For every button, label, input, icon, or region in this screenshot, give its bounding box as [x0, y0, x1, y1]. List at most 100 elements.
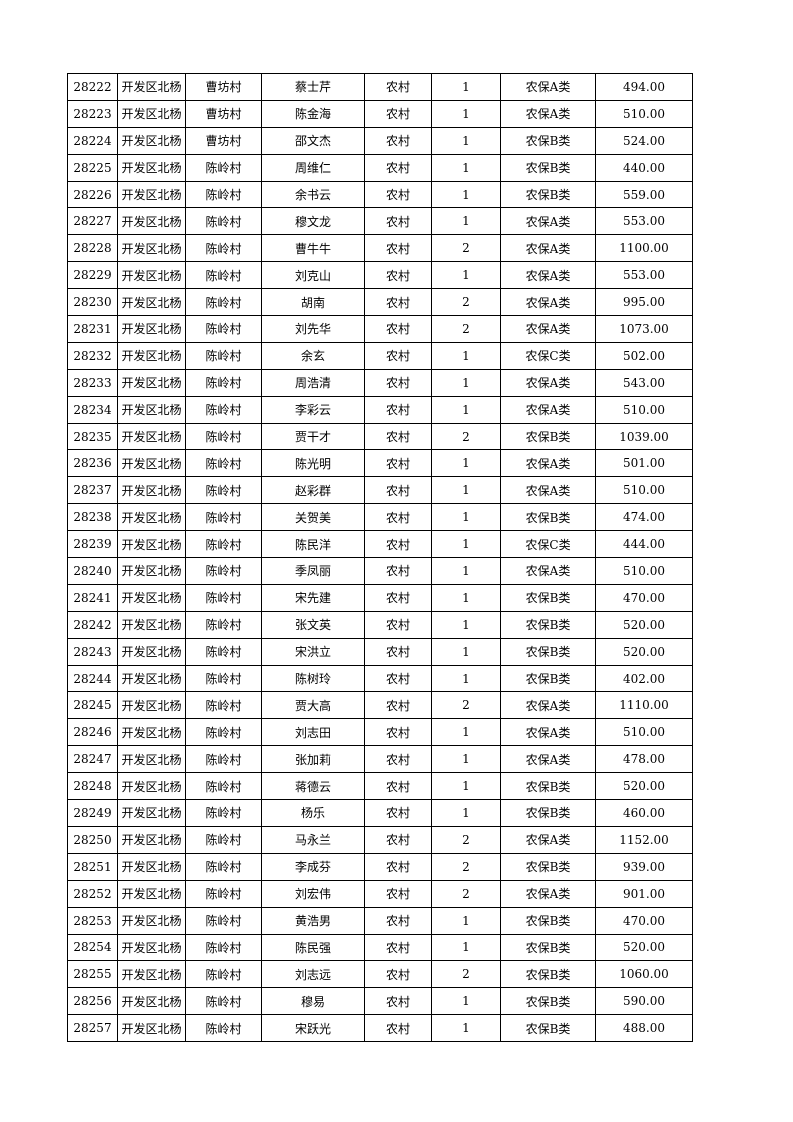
- district: 开发区北杨: [117, 933, 186, 962]
- amount: 444.00: [595, 530, 693, 559]
- count: 1: [431, 772, 501, 801]
- category: 农保A类: [500, 73, 596, 101]
- village: 陈岭村: [185, 180, 262, 209]
- area-type: 农村: [364, 745, 432, 774]
- district: 开发区北杨: [117, 583, 186, 612]
- area-type: 农村: [364, 987, 432, 1016]
- table-row: 28254 开发区北杨 陈岭村 陈民强 农村 1 农保B类 520.00: [67, 933, 693, 962]
- row-id: 28227: [67, 207, 118, 236]
- village: 陈岭村: [185, 610, 262, 639]
- area-type: 农村: [364, 368, 432, 397]
- table-row: 28223 开发区北杨 曹坊村 陈金海 农村 1 农保A类 510.00: [67, 99, 693, 128]
- category: 农保A类: [500, 395, 596, 424]
- district: 开发区北杨: [117, 987, 186, 1016]
- row-id: 28224: [67, 126, 118, 155]
- district: 开发区北杨: [117, 395, 186, 424]
- count: 1: [431, 153, 501, 182]
- area-type: 农村: [364, 1014, 432, 1043]
- person-name: 邵文杰: [261, 126, 365, 155]
- village: 陈岭村: [185, 234, 262, 263]
- category: 农保A类: [500, 234, 596, 263]
- category: 农保B类: [500, 960, 596, 989]
- district: 开发区北杨: [117, 879, 186, 908]
- row-id: 28222: [67, 73, 118, 101]
- person-name: 刘志远: [261, 960, 365, 989]
- row-id: 28225: [67, 153, 118, 182]
- amount: 510.00: [595, 718, 693, 747]
- village: 陈岭村: [185, 503, 262, 532]
- count: 1: [431, 341, 501, 370]
- person-name: 陈金海: [261, 99, 365, 128]
- table-row: 28246 开发区北杨 陈岭村 刘志田 农村 1 农保A类 510.00: [67, 718, 693, 747]
- table-row: 28236 开发区北杨 陈岭村 陈光明 农村 1 农保A类 501.00: [67, 449, 693, 478]
- category: 农保A类: [500, 449, 596, 478]
- village: 陈岭村: [185, 368, 262, 397]
- table-row: 28243 开发区北杨 陈岭村 宋洪立 农村 1 农保B类 520.00: [67, 637, 693, 666]
- district: 开发区北杨: [117, 180, 186, 209]
- amount: 470.00: [595, 583, 693, 612]
- count: 1: [431, 503, 501, 532]
- area-type: 农村: [364, 530, 432, 559]
- person-name: 贾干才: [261, 422, 365, 451]
- amount: 402.00: [595, 664, 693, 693]
- amount: 1110.00: [595, 691, 693, 720]
- category: 农保B类: [500, 664, 596, 693]
- category: 农保A类: [500, 476, 596, 505]
- area-type: 农村: [364, 99, 432, 128]
- person-name: 陈光明: [261, 449, 365, 478]
- row-id: 28240: [67, 557, 118, 585]
- row-id: 28243: [67, 637, 118, 666]
- count: 2: [431, 315, 501, 343]
- row-id: 28232: [67, 341, 118, 370]
- village: 陈岭村: [185, 745, 262, 774]
- count: 1: [431, 126, 501, 155]
- area-type: 农村: [364, 933, 432, 962]
- category: 农保A类: [500, 691, 596, 720]
- village: 陈岭村: [185, 315, 262, 343]
- person-name: 贾大高: [261, 691, 365, 720]
- district: 开发区北杨: [117, 772, 186, 801]
- row-id: 28253: [67, 906, 118, 935]
- person-name: 蒋德云: [261, 772, 365, 801]
- person-name: 刘克山: [261, 261, 365, 290]
- count: 1: [431, 906, 501, 935]
- amount: 520.00: [595, 772, 693, 801]
- district: 开发区北杨: [117, 718, 186, 747]
- village: 陈岭村: [185, 395, 262, 424]
- category: 农保A类: [500, 288, 596, 317]
- count: 2: [431, 234, 501, 263]
- category: 农保B类: [500, 583, 596, 612]
- category: 农保B类: [500, 180, 596, 209]
- district: 开发区北杨: [117, 691, 186, 720]
- row-id: 28255: [67, 960, 118, 989]
- area-type: 农村: [364, 583, 432, 612]
- district: 开发区北杨: [117, 503, 186, 532]
- table-row: 28238 开发区北杨 陈岭村 关贺美 农村 1 农保B类 474.00: [67, 503, 693, 532]
- count: 1: [431, 987, 501, 1016]
- table-row: 28230 开发区北杨 陈岭村 胡南 农村 2 农保A类 995.00: [67, 288, 693, 317]
- person-name: 黄浩男: [261, 906, 365, 935]
- amount: 520.00: [595, 637, 693, 666]
- row-id: 28226: [67, 180, 118, 209]
- amount: 501.00: [595, 449, 693, 478]
- count: 1: [431, 799, 501, 827]
- category: 农保B类: [500, 1014, 596, 1043]
- category: 农保A类: [500, 99, 596, 128]
- table-row: 28249 开发区北杨 陈岭村 杨乐 农村 1 农保B类 460.00: [67, 799, 693, 827]
- area-type: 农村: [364, 691, 432, 720]
- amount: 995.00: [595, 288, 693, 317]
- category: 农保A类: [500, 718, 596, 747]
- row-id: 28248: [67, 772, 118, 801]
- village: 陈岭村: [185, 879, 262, 908]
- district: 开发区北杨: [117, 73, 186, 101]
- amount: 524.00: [595, 126, 693, 155]
- amount: 559.00: [595, 180, 693, 209]
- person-name: 李彩云: [261, 395, 365, 424]
- row-id: 28257: [67, 1014, 118, 1043]
- amount: 510.00: [595, 99, 693, 128]
- table-row: 28247 开发区北杨 陈岭村 张加莉 农村 1 农保A类 478.00: [67, 745, 693, 774]
- row-id: 28229: [67, 261, 118, 290]
- amount: 1039.00: [595, 422, 693, 451]
- row-id: 28256: [67, 987, 118, 1016]
- amount: 1060.00: [595, 960, 693, 989]
